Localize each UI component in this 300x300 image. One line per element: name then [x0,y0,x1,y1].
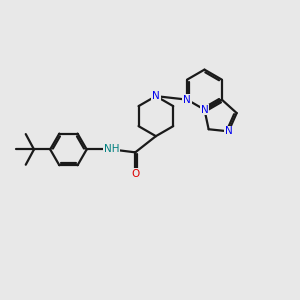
Text: NH: NH [104,144,119,154]
Text: N: N [201,105,208,115]
Text: O: O [131,169,140,178]
Text: N: N [201,105,208,115]
Text: N: N [225,126,232,136]
Text: N: N [183,94,191,105]
Text: N: N [152,91,160,101]
